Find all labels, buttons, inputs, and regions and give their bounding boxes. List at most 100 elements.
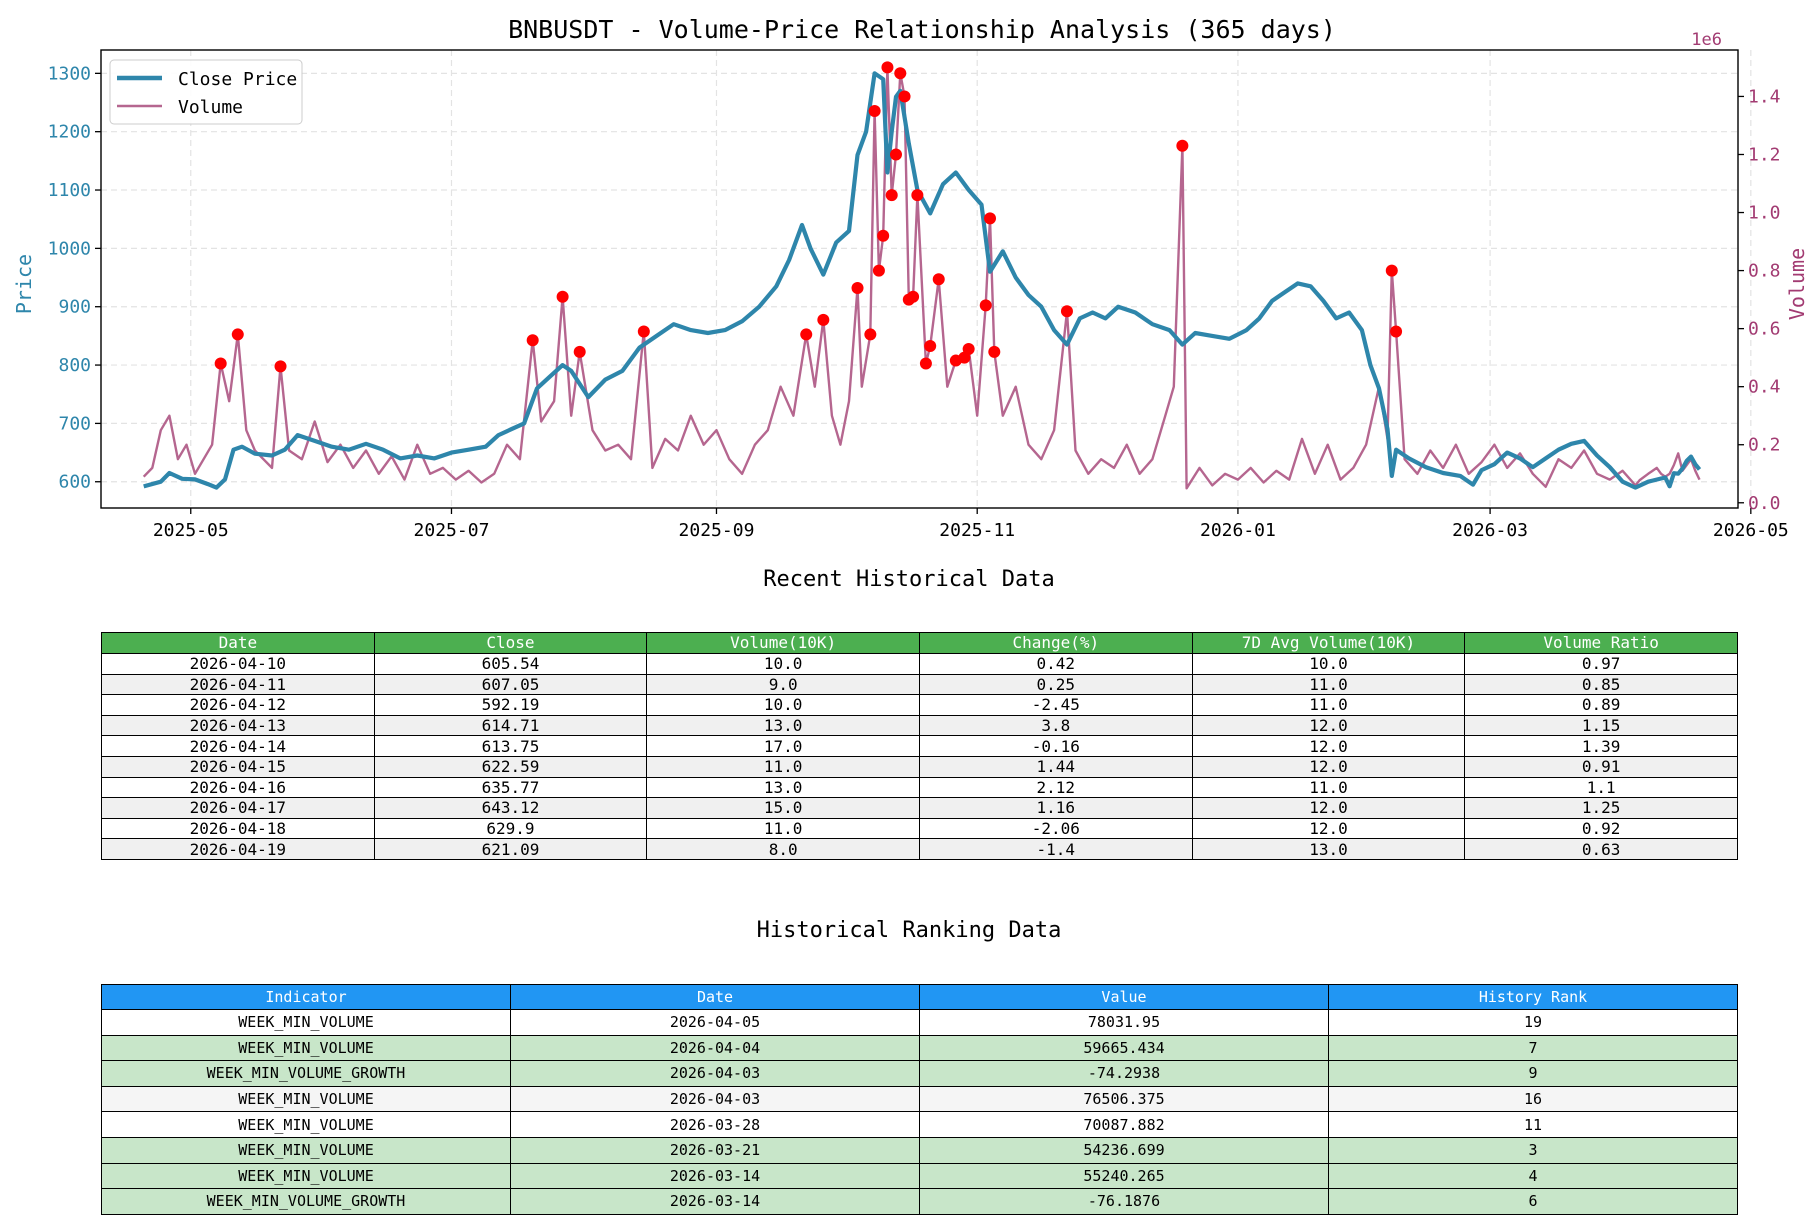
volume-series [142,66,1701,490]
table-cell: 0.91 [1464,755,1738,778]
table-cell: 13.0 [646,714,920,737]
volume-spike-marker [817,313,830,326]
table-cell: 2026-03-14 [510,1162,920,1190]
volume-spike-marker [1390,325,1403,338]
table-cell: 0.92 [1464,817,1738,840]
table-row: 2026-04-11 607.05 9.0 0.25 11.0 0.85 [101,673,1738,696]
volume-spike-marker [573,345,586,358]
table-cell: 16 [1328,1085,1738,1113]
table-row: 2026-04-15 622.59 11.0 1.44 12.0 0.91 [101,755,1738,778]
price-series [143,71,1702,490]
table-cell: 17.0 [646,735,920,757]
volume-spike-marker [911,189,924,202]
table-cell: 2026-04-03 [510,1060,920,1087]
table-cell: 2.12 [918,776,1193,799]
table-cell: WEEK_MIN_VOLUME [101,1111,511,1138]
table-row: 2026-04-19 621.09 8.0 -1.4 13.0 0.63 [101,838,1738,860]
table-cell: 12.0 [1191,797,1466,819]
y-tick-label: 900 [58,297,91,318]
table-row: WEEK_MIN_VOLUME 2026-03-14 55240.265 4 [101,1162,1738,1190]
table-cell: 11 [1328,1111,1738,1138]
table-cell: 10.0 [646,653,920,675]
y-tick-label: 600 [58,472,91,493]
volume-spike-marker [988,345,1001,358]
table-cell: 0.42 [918,653,1193,675]
y2-tick-label: 0.6 [1748,319,1781,340]
volume-spike-marker [881,61,894,74]
table-cell: 2026-03-21 [510,1136,920,1164]
table-cell: 1.44 [918,755,1193,778]
y2-tick-label: 0.2 [1748,435,1781,456]
table-row: 2026-04-18 629.9 11.0 -2.06 12.0 0.92 [101,817,1738,840]
table-cell: 2026-03-28 [510,1111,920,1138]
price-line [143,71,1702,490]
table-cell: 11.0 [646,755,920,778]
table-cell: 11.0 [646,817,920,840]
table-cell: WEEK_MIN_VOLUME [101,1085,511,1113]
volume-spike-marker [1176,139,1189,152]
column-header: History Rank [1328,984,1738,1010]
legend-volume-label: Volume [178,97,243,118]
y-tick-label: 1200 [48,122,91,143]
table-cell: 613.75 [373,735,648,757]
table-row: 2026-04-10 605.54 10.0 0.42 10.0 0.97 [101,653,1738,675]
axes: 2025-05 2025-07 2025-09 2025-11 2026-01 2026-… [48,63,1789,541]
table-cell: 614.71 [373,714,648,737]
volume-spike-marker [556,290,569,303]
volume-spike-marker [877,229,890,242]
y-tick-label: 1300 [48,63,91,84]
table-cell: 2026-04-05 [510,1009,920,1036]
table-cell: 3 [1328,1136,1738,1164]
table-cell: 2026-04-19 [101,838,375,860]
y-tick-label: 800 [58,355,91,376]
table-row: 2026-04-12 592.19 10.0 -2.45 11.0 0.89 [101,694,1738,716]
plot-frame [100,49,1739,509]
table-cell: 12.0 [1191,735,1466,757]
table-cell: 78031.95 [919,1009,1329,1036]
volume-spike-marker [214,357,227,370]
volume-spike-marker [919,357,932,370]
table-cell: 1.15 [1464,714,1738,737]
volume-spike-marker [962,342,975,355]
volume-line [142,66,1701,490]
table-cell: WEEK_MIN_VOLUME_GROWTH [101,1188,511,1215]
recent-table-title: Recent Historical Data [763,567,1055,592]
table-cell: -74.2938 [919,1060,1329,1087]
x-tick-label: 2026-01 [1200,520,1276,541]
volume-spike-marker [898,90,911,103]
volume-spike-marker [979,299,992,312]
x-tick-label: 2025-07 [414,520,490,541]
table-cell: 70087.882 [919,1111,1329,1138]
y2-tick-label: 1.4 [1748,86,1781,107]
table-cell: -2.45 [918,694,1193,716]
table-cell: 2026-04-18 [101,817,375,840]
volume-spike-marker [885,189,898,202]
table-cell: WEEK_MIN_VOLUME [101,1009,511,1036]
ranking-table-header: Indicator Date Value History Rank [101,984,1738,1010]
table-row: 2026-04-17 643.12 15.0 1.16 12.0 1.25 [101,797,1738,819]
table-cell: 1.25 [1464,797,1738,819]
ranking-table-title: Historical Ranking Data [756,918,1062,943]
table-cell: 643.12 [373,797,648,819]
table-cell: 2026-04-14 [101,735,375,757]
y-tick-label: 1100 [48,180,91,201]
table-cell: WEEK_MIN_VOLUME [101,1034,511,1062]
volume-spike-marker [526,334,539,347]
column-header: Date [510,984,920,1010]
column-header: Change(%) [918,632,1193,654]
table-cell: 11.0 [1191,776,1466,799]
table-cell: -1.4 [918,838,1193,860]
volume-spike-marker [889,148,902,161]
table-cell: 55240.265 [919,1162,1329,1190]
table-row: 2026-04-14 613.75 17.0 -0.16 12.0 1.39 [101,735,1738,757]
volume-spike-marker [932,273,945,286]
column-header: 7D Avg Volume(10K) [1191,632,1466,654]
table-cell: 13.0 [1191,838,1466,860]
volume-price-chart: BNBUSDT - Volume-Price Relationship Anal… [12,15,1809,541]
table-row: WEEK_MIN_VOLUME_GROWTH 2026-03-14 -76.1876… [101,1188,1738,1215]
x-tick-label: 2026-05 [1713,520,1789,541]
y2-tick-label: 1.0 [1748,203,1781,224]
y-tick-label: 1000 [48,238,91,259]
y2-tick-label: 0.0 [1748,493,1781,514]
y2-tick-label: 1.2 [1748,144,1781,165]
